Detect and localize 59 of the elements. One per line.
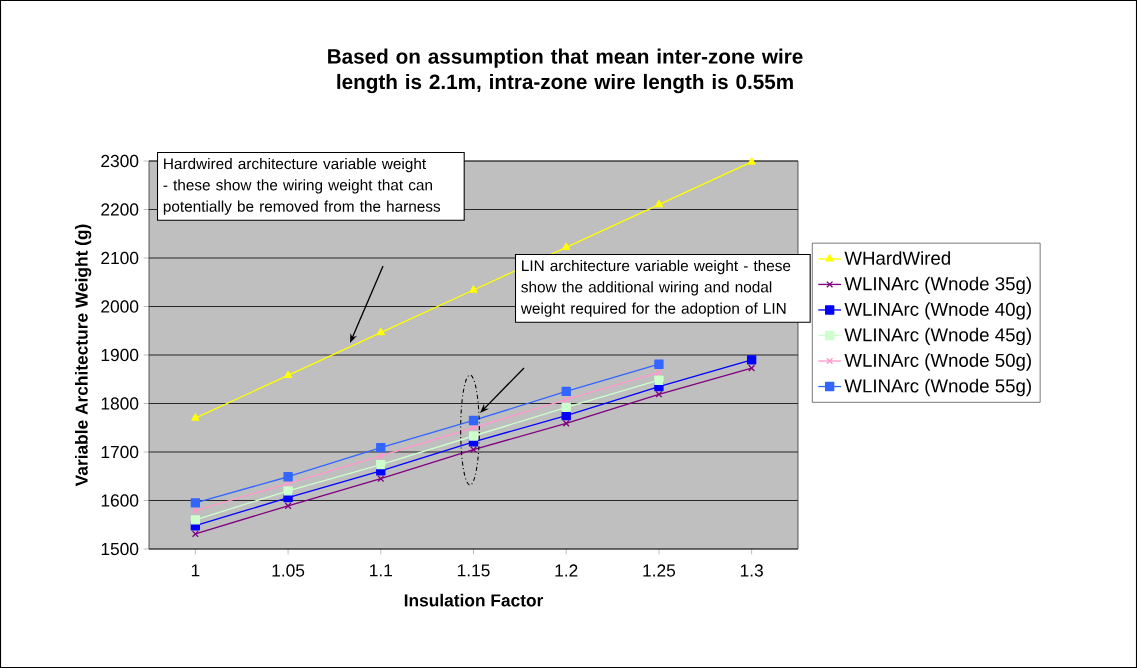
point (470, 446, 477, 454)
x-tick-label: 1.15 (457, 564, 490, 577)
point (190, 515, 201, 525)
legend-label: WLINArc (Wnode 45g) (844, 327, 1031, 346)
point (376, 442, 386, 453)
point (654, 199, 664, 208)
chart-title: Based on assumption that mean inter-zone wire length is 2.1m, intra-zone wire length is 0.55m (328, 48, 803, 94)
point (747, 157, 756, 165)
x-tick-label: 1 (191, 564, 200, 577)
point (377, 475, 385, 483)
legend-label: WLINArc (Wnode 55g) (844, 378, 1031, 397)
point (284, 502, 292, 510)
point (562, 419, 570, 427)
point (470, 424, 477, 432)
point (376, 459, 386, 470)
y-tick-label: 1700 (101, 445, 139, 459)
point (746, 355, 757, 365)
point (655, 368, 663, 376)
y-tick-label: 1900 (101, 348, 139, 362)
point (468, 431, 479, 441)
point (376, 328, 385, 336)
y-tick-label: 2300 (101, 154, 139, 168)
y-axis-title: Variable Architecture Weight (g) (75, 224, 92, 487)
point (377, 452, 385, 460)
x-tick-label: 1.25 (643, 564, 676, 577)
point (654, 375, 664, 385)
point (283, 370, 293, 379)
annotation: Hardwired architecture variable weight - these show the wiring weight that can potentially be removed from the harness (163, 157, 441, 215)
point (284, 480, 292, 488)
point (561, 386, 571, 397)
x-axis-title: Insulation Factor (404, 593, 544, 607)
point (748, 364, 756, 372)
y-tick-label: 2200 (101, 203, 139, 216)
point (191, 530, 199, 538)
y-tick-label: 2100 (101, 251, 139, 265)
legend-label: WLINArc (Wnode 50g) (844, 353, 1031, 371)
x-tick-label: 1.2 (555, 564, 578, 577)
point (561, 402, 571, 413)
y-tick-label: 1800 (101, 397, 139, 410)
y-tick-label: 1600 (101, 494, 139, 507)
y-tick-label: 1500 (101, 542, 139, 556)
annotation: LIN architecture variable weight - these show the additional wiring and nodal weight required for the adoption of LIN (520, 259, 791, 317)
point (562, 396, 570, 404)
point (469, 285, 478, 293)
legend-label: WLINArc (Wnode 40g) (844, 302, 1031, 320)
x-tick-label: 1.05 (272, 564, 305, 577)
point (191, 413, 200, 421)
point (654, 359, 664, 369)
legend-label: WHardWired (844, 251, 950, 265)
point (190, 498, 201, 508)
point (468, 415, 479, 426)
x-tick-label: 1.3 (740, 564, 763, 577)
point (283, 472, 293, 482)
y-tick-label: 2000 (101, 300, 139, 313)
point (562, 242, 571, 251)
point (655, 390, 663, 398)
legend-label: WLINArc (Wnode 35g) (844, 276, 1031, 295)
point (283, 486, 293, 496)
x-tick-label: 1.1 (370, 564, 392, 577)
